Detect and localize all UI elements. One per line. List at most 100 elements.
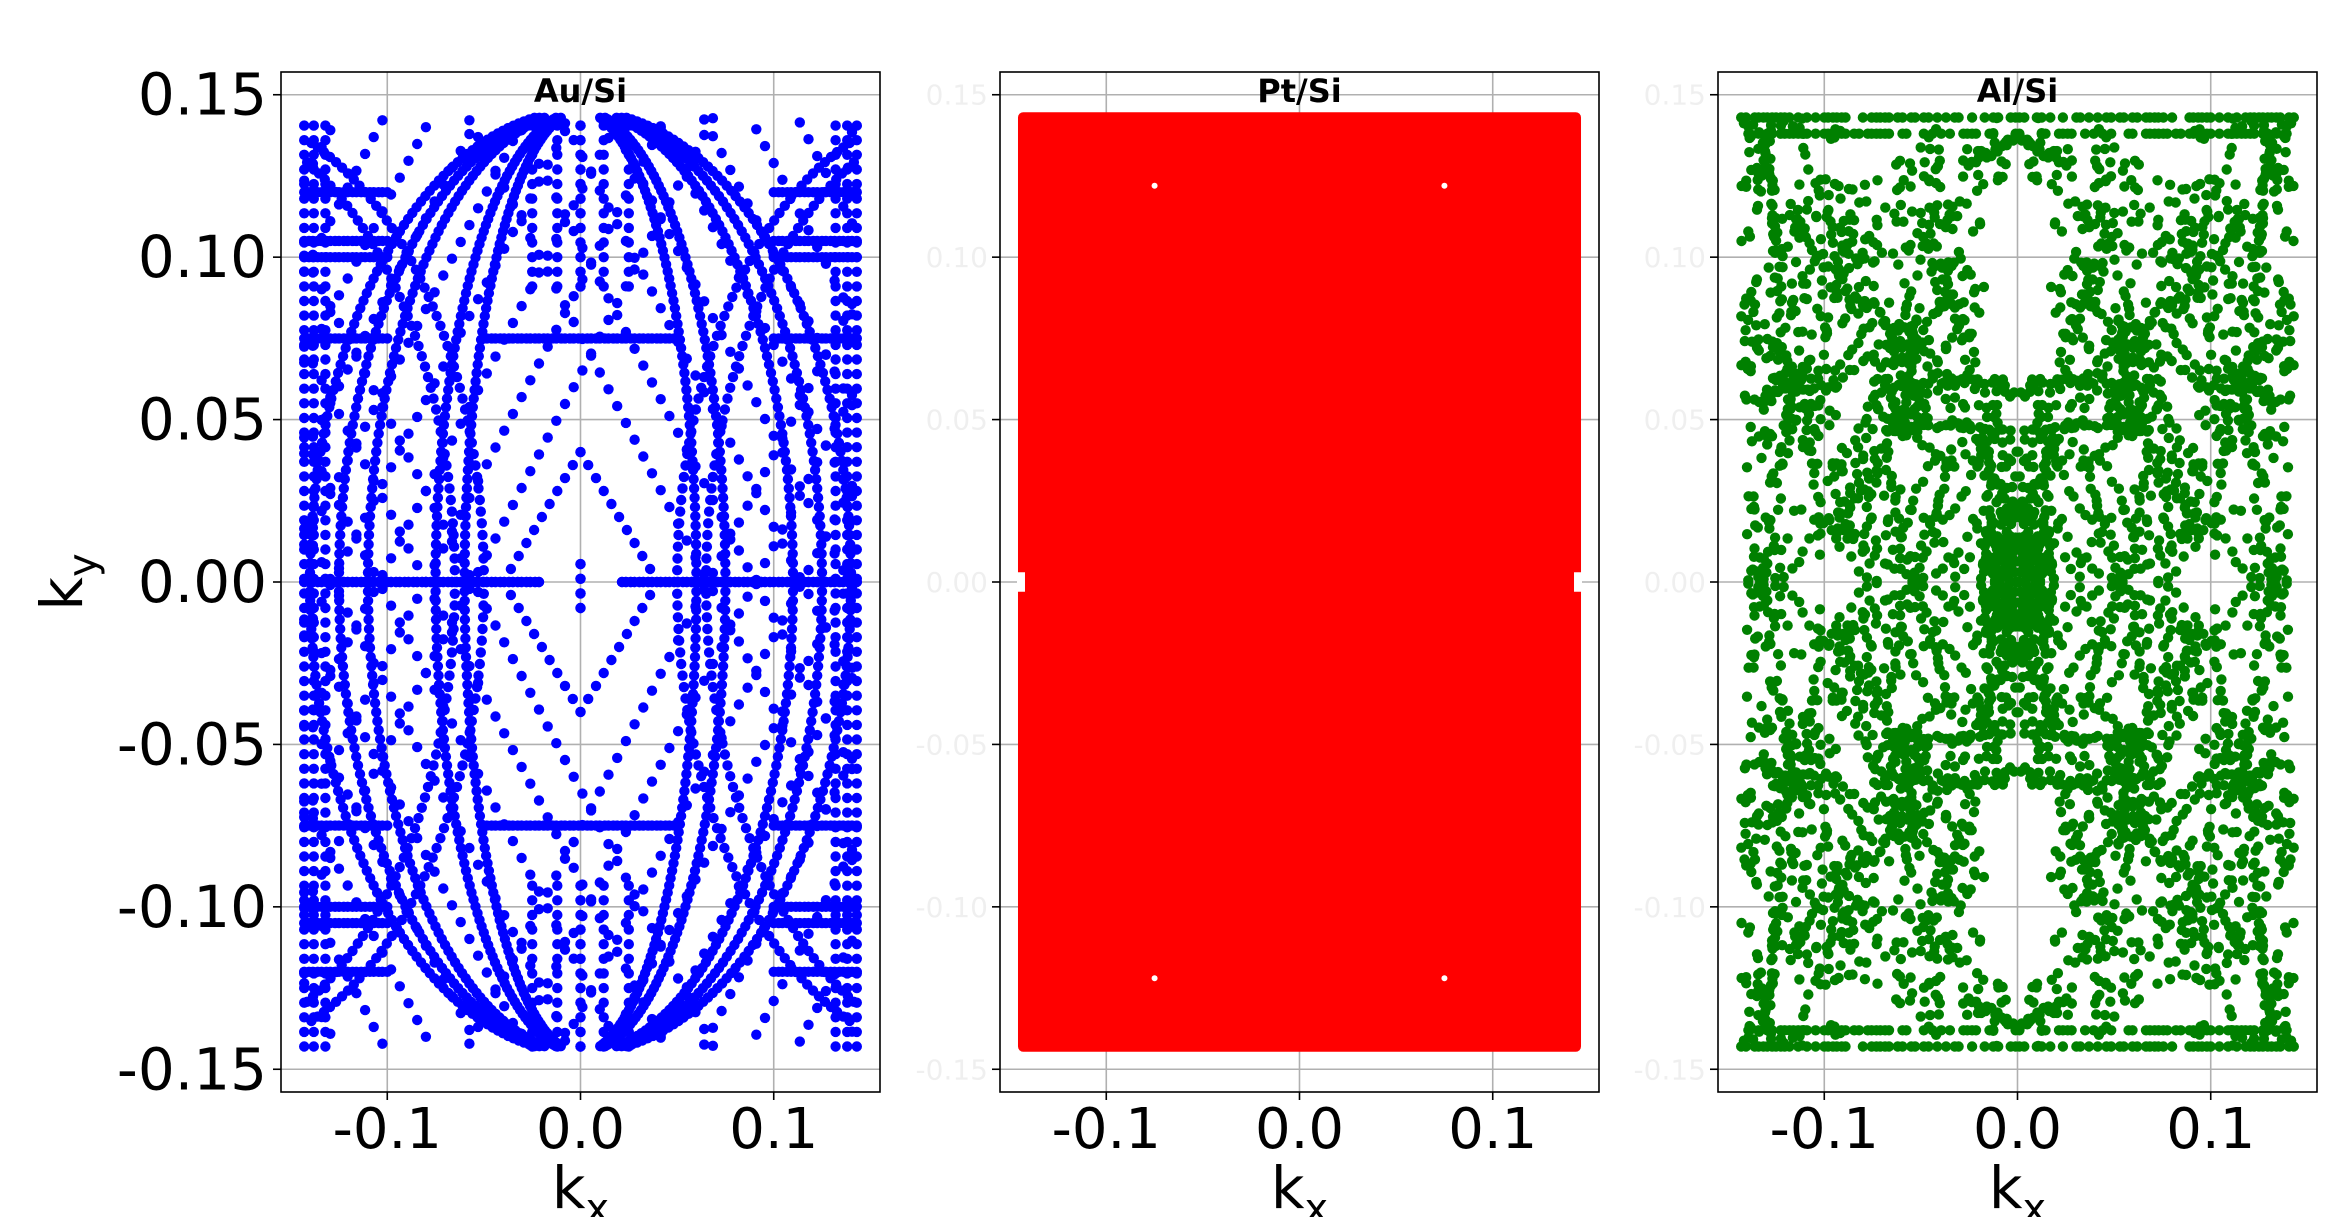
data-point bbox=[333, 590, 345, 601]
data-point bbox=[455, 916, 466, 928]
data-point bbox=[675, 647, 686, 658]
data-point bbox=[472, 294, 484, 305]
data-point bbox=[505, 563, 517, 575]
data-point bbox=[377, 115, 388, 126]
data-point bbox=[681, 384, 692, 396]
data-point bbox=[1906, 206, 1918, 217]
data-point bbox=[575, 193, 586, 204]
data-point bbox=[612, 934, 623, 945]
data-point bbox=[1903, 245, 1914, 256]
data-point bbox=[851, 880, 862, 891]
data-point bbox=[707, 931, 719, 942]
data-point bbox=[490, 260, 501, 271]
data-point bbox=[751, 483, 762, 495]
data-point bbox=[575, 164, 586, 175]
data-point bbox=[699, 129, 710, 141]
data-point bbox=[812, 802, 824, 813]
data-point bbox=[397, 318, 408, 330]
data-point bbox=[359, 148, 371, 160]
data-point bbox=[349, 834, 360, 846]
data-point bbox=[437, 716, 448, 727]
data-point bbox=[2218, 824, 2229, 835]
data-point bbox=[851, 705, 862, 716]
data-point bbox=[575, 706, 586, 718]
data-point bbox=[2219, 264, 2231, 275]
data-point bbox=[308, 398, 319, 409]
data-point bbox=[568, 1018, 579, 1030]
data-point bbox=[552, 266, 563, 277]
data-point bbox=[435, 426, 446, 437]
data-point bbox=[842, 442, 853, 453]
data-point bbox=[717, 670, 728, 681]
data-point bbox=[359, 512, 371, 523]
data-point bbox=[435, 320, 446, 331]
data-point bbox=[1906, 947, 1918, 958]
data-point bbox=[2204, 322, 2216, 333]
data-point bbox=[394, 890, 405, 901]
data-point bbox=[731, 871, 742, 882]
data-point bbox=[445, 494, 456, 506]
data-point bbox=[742, 562, 753, 573]
data-point bbox=[2252, 477, 2264, 489]
data-point bbox=[585, 987, 597, 998]
data-point bbox=[446, 536, 458, 547]
data-point bbox=[830, 266, 841, 277]
data-point bbox=[533, 158, 545, 169]
data-point bbox=[707, 131, 719, 142]
data-point bbox=[794, 208, 805, 219]
data-point bbox=[391, 230, 403, 242]
data-point bbox=[718, 651, 729, 663]
data-point bbox=[528, 524, 540, 536]
data-point bbox=[2126, 216, 2137, 227]
data-point bbox=[507, 226, 519, 238]
data-point bbox=[468, 760, 479, 771]
data-point bbox=[707, 222, 719, 233]
data-point bbox=[402, 842, 413, 854]
panel-2: -0.1 0.0 0.10.150.100.050.00-0.05-0.10-0.1… bbox=[916, 71, 1600, 1217]
data-point bbox=[2158, 641, 2169, 652]
y-tick-label: 0.05 bbox=[138, 386, 267, 454]
data-point bbox=[598, 149, 609, 160]
data-point bbox=[299, 690, 310, 701]
data-point bbox=[474, 494, 485, 506]
data-point bbox=[481, 603, 492, 614]
data-point bbox=[851, 412, 862, 424]
data-point bbox=[308, 266, 319, 277]
data-point bbox=[2165, 624, 2176, 636]
data-point bbox=[777, 318, 788, 330]
data-point bbox=[2164, 275, 2175, 287]
data-point bbox=[393, 334, 404, 345]
data-point bbox=[842, 193, 853, 204]
data-point bbox=[2207, 289, 2218, 300]
data-points bbox=[299, 112, 862, 1052]
data-point bbox=[394, 354, 405, 365]
data-point bbox=[542, 994, 553, 1005]
data-point bbox=[672, 998, 684, 1010]
data-point bbox=[559, 845, 571, 857]
data-point bbox=[472, 859, 484, 870]
data-point bbox=[1876, 247, 1888, 258]
data-point bbox=[490, 351, 501, 362]
data-point bbox=[1878, 490, 1890, 501]
data-point bbox=[299, 237, 310, 248]
data-point bbox=[612, 207, 623, 218]
data-point bbox=[1859, 528, 1870, 540]
data-point bbox=[751, 124, 762, 135]
data-point bbox=[559, 680, 571, 692]
data-point bbox=[774, 410, 785, 422]
data-point bbox=[842, 982, 853, 994]
data-point bbox=[575, 222, 586, 234]
data-point bbox=[357, 222, 369, 234]
data-point bbox=[320, 588, 331, 599]
data-point bbox=[299, 807, 310, 818]
data-point bbox=[807, 707, 818, 718]
data-point bbox=[455, 826, 466, 837]
data-point bbox=[1851, 468, 1863, 480]
data-point bbox=[699, 857, 710, 868]
data-point bbox=[664, 228, 675, 240]
data-point bbox=[445, 658, 456, 670]
data-point bbox=[516, 1034, 527, 1046]
data-point bbox=[320, 237, 331, 248]
data-point bbox=[644, 589, 656, 601]
data-point bbox=[373, 428, 384, 439]
